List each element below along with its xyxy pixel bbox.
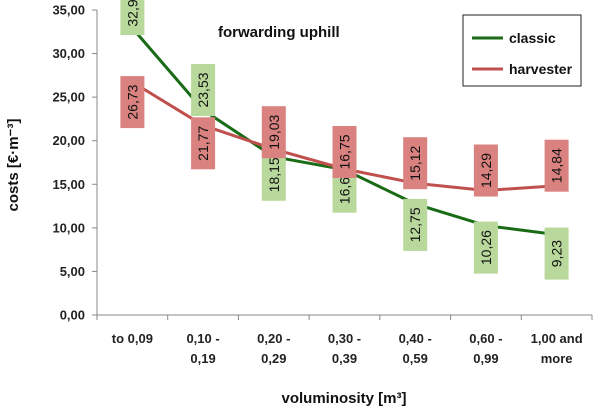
data-label-box (403, 137, 428, 190)
x-tick-label: 1,00 and more (531, 331, 583, 366)
x-tick-label: 0,40 -0,59 (399, 331, 432, 366)
y-axis-title: costs [€·m⁻³] (5, 119, 22, 212)
data-label-harvester: 21,77 (191, 117, 216, 170)
data-label-text: 12,75 (407, 207, 423, 242)
data-label-box (261, 106, 286, 159)
legend: classic harvester (462, 14, 582, 87)
data-label-text: 18,15 (266, 157, 282, 192)
data-label-harvester: 14,84 (544, 139, 569, 192)
data-label-classic: 10,26 (473, 221, 498, 274)
data-label-harvester: 14,29 (473, 144, 498, 197)
y-tick-label: 35,00 (52, 3, 85, 18)
data-label-harvester: 19,03 (261, 106, 286, 159)
data-label-box (544, 139, 569, 192)
y-tick-label: 5,00 (60, 264, 85, 279)
data-label-harvester: 26,73 (120, 76, 145, 129)
y-tick-label: 20,00 (52, 133, 85, 148)
x-tick-label: 0,60 -0,99 (469, 331, 502, 366)
legend-box (462, 14, 582, 87)
data-label-box (191, 117, 216, 170)
data-label-text: 14,29 (478, 153, 494, 188)
legend-label-harvester: harvester (509, 61, 573, 77)
data-label-text: 19,03 (266, 114, 282, 149)
data-label-classic: 23,53 (191, 64, 216, 116)
axes: 0,00 5,00 10,00 15,00 20,00 25,00 30,00 35,00 to… (52, 3, 593, 366)
data-label-text: 9,23 (549, 240, 565, 267)
data-label-harvester: 15,12 (403, 137, 428, 190)
x-tick-label: to 0,09 (112, 331, 153, 346)
x-axis-title: voluminosity [m³] (281, 390, 406, 407)
data-label-text: 26,73 (124, 84, 140, 119)
data-label-harvester: 16,75 (332, 126, 357, 178)
data-label-text: 10,26 (478, 230, 494, 265)
data-label-box (473, 221, 498, 274)
data-label-text: 32,92 (124, 0, 140, 27)
chart-title: forwarding uphill (218, 24, 340, 41)
y-tick-label: 25,00 (52, 90, 85, 105)
data-label-classic: 9,23 (544, 227, 569, 280)
data-label-classic: 32,92 (120, 0, 145, 36)
data-label-box (473, 144, 498, 197)
data-label-box (120, 0, 145, 36)
data-label-box (191, 64, 216, 116)
data-label-text: 21,77 (195, 126, 211, 161)
data-label-box (544, 227, 569, 280)
data-label-text: 23,53 (195, 72, 211, 107)
data-label-text: 15,12 (407, 145, 423, 180)
data-label-classic: 12,75 (403, 198, 428, 251)
y-tick-label: 30,00 (52, 46, 85, 61)
y-tick-label: 0,00 (60, 308, 85, 323)
data-label-text: 16,75 (337, 134, 353, 169)
data-label-box (403, 198, 428, 251)
y-tick-label: 10,00 (52, 220, 85, 235)
x-tick-label: 0,10 -0,19 (186, 331, 219, 366)
data-label-text: 14,84 (549, 148, 565, 183)
y-tick-label: 15,00 (52, 177, 85, 192)
data-label-box (120, 76, 145, 129)
data-label-box (332, 126, 357, 178)
x-tick-label: 0,30 -0,39 (328, 331, 361, 366)
legend-label-classic: classic (509, 30, 556, 46)
x-tick-label: 0,20 -0,29 (257, 331, 290, 366)
